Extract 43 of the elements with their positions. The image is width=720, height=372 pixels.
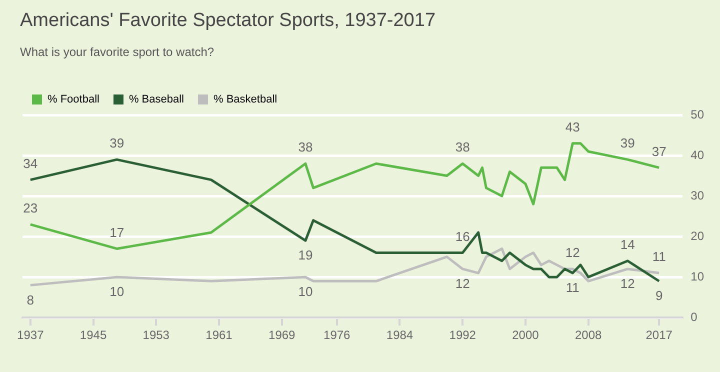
- y-tick-label: 10: [690, 269, 704, 284]
- annotation: 12: [565, 245, 580, 260]
- chart-subtitle: What is your favorite sport to watch?: [20, 45, 214, 59]
- x-tick-label: 2017: [646, 328, 673, 342]
- chart-title: Americans' Favorite Spectator Sports, 1937-2017: [20, 10, 436, 32]
- y-tick-label: 40: [690, 148, 704, 162]
- annotation: 11: [566, 280, 580, 296]
- y-tick-label: 0: [690, 310, 698, 324]
- y-tick-label: 30: [690, 188, 704, 202]
- x-tick-label: 1961: [206, 328, 233, 342]
- annotation: 38: [455, 140, 470, 155]
- annotation: 23: [23, 200, 38, 216]
- x-tick-label: 1953: [142, 328, 170, 342]
- x-tick-label: 1969: [268, 328, 296, 342]
- annotation: 17: [110, 224, 124, 240]
- annotation: 8: [26, 292, 34, 308]
- x-tick-label: 1992: [449, 328, 476, 342]
- y-tick-label: 50: [690, 107, 704, 122]
- annotation: 16: [455, 228, 470, 244]
- annotation: 10: [298, 284, 313, 300]
- annotation: 38: [298, 140, 313, 155]
- annotation: 39: [620, 136, 635, 151]
- annotation: 10: [110, 284, 124, 300]
- annotation: 11: [652, 249, 666, 264]
- annotation: 9: [655, 288, 663, 304]
- annotation: 34: [23, 156, 38, 171]
- legend-label: % Baseball: [128, 94, 184, 106]
- x-tick-label: 1937: [17, 328, 44, 342]
- annotation: 12: [620, 276, 635, 292]
- annotation: 19: [298, 248, 313, 263]
- x-tick-label: 2008: [575, 328, 602, 342]
- annotation: 37: [652, 144, 666, 159]
- x-tick-label: 1945: [80, 328, 107, 342]
- x-tick-label: 1984: [386, 328, 414, 342]
- y-tick-label: 20: [690, 228, 704, 243]
- annotation: 14: [620, 236, 635, 252]
- annotation: 12: [455, 276, 470, 292]
- legend-label: % Football: [48, 94, 100, 106]
- annotation: 39: [110, 136, 124, 151]
- annotation: 43: [565, 119, 580, 134]
- legend-label: % Basketball: [214, 94, 278, 106]
- x-tick-label: 2000: [512, 328, 540, 342]
- x-tick-label: 1976: [324, 328, 351, 342]
